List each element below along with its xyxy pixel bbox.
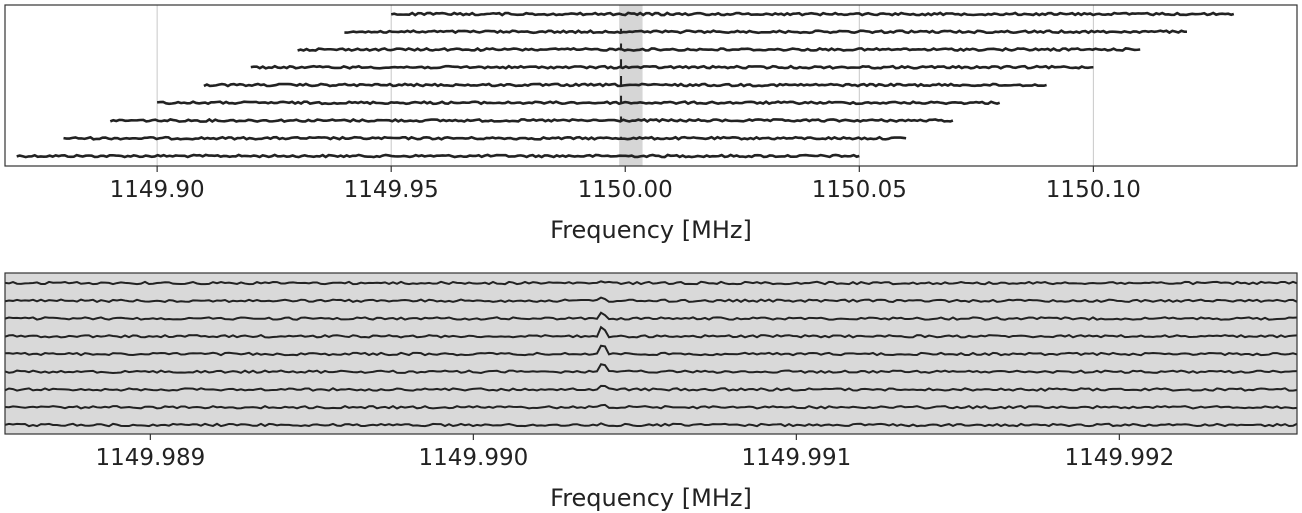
top-x-axis-label: Frequency [MHz] (550, 216, 752, 244)
bottom-x-axis-label: Frequency [MHz] (550, 484, 752, 512)
top-series-line (250, 64, 1094, 70)
top-series-line (109, 117, 954, 124)
bottom-x-ticks: 1149.989 1149.990 1149.991 1149.992 (95, 434, 1174, 471)
top-x-tick-label: 1150.00 (578, 177, 673, 203)
top-x-tick-label: 1150.10 (1046, 177, 1141, 203)
bottom-series-line (4, 384, 1298, 392)
bottom-x-tick-label: 1149.991 (741, 445, 851, 471)
bottom-x-tick-label: 1149.992 (1064, 445, 1174, 471)
bottom-plot-frame (4, 272, 1298, 435)
top-series-line (297, 46, 1141, 53)
top-series-group (16, 11, 1235, 159)
bottom-series-line (4, 280, 1298, 286)
top-series-line (344, 29, 1188, 35)
bottom-series-line (4, 296, 1298, 304)
top-series-line (63, 135, 907, 141)
bottom-series-group (4, 280, 1298, 428)
bottom-panel: 1149.989 1149.990 1149.991 1149.992 Frequen… (4, 272, 1298, 512)
bottom-series-line (4, 325, 1298, 339)
bottom-series-line (4, 422, 1298, 428)
bottom-series-line (4, 344, 1298, 357)
top-panel: 1149.90 1149.95 1150.00 1150.05 1150.10 Freq… (4, 4, 1298, 244)
bottom-series-line (4, 311, 1298, 321)
top-plot-frame (4, 4, 1298, 167)
top-x-tick-label: 1149.90 (110, 177, 205, 203)
bottom-series-line (4, 403, 1298, 410)
bottom-x-tick-label: 1149.989 (95, 445, 205, 471)
top-series-line (203, 82, 1047, 88)
top-x-ticks: 1149.90 1149.95 1150.00 1150.05 1150.10 (110, 166, 1141, 203)
top-series-line (16, 153, 860, 159)
top-series-line (156, 100, 1001, 106)
top-x-tick-label: 1149.95 (344, 177, 439, 203)
bottom-x-tick-label: 1149.990 (418, 445, 528, 471)
top-series-line (390, 11, 1235, 17)
bottom-series-line (4, 363, 1298, 375)
top-x-tick-label: 1150.05 (812, 177, 907, 203)
